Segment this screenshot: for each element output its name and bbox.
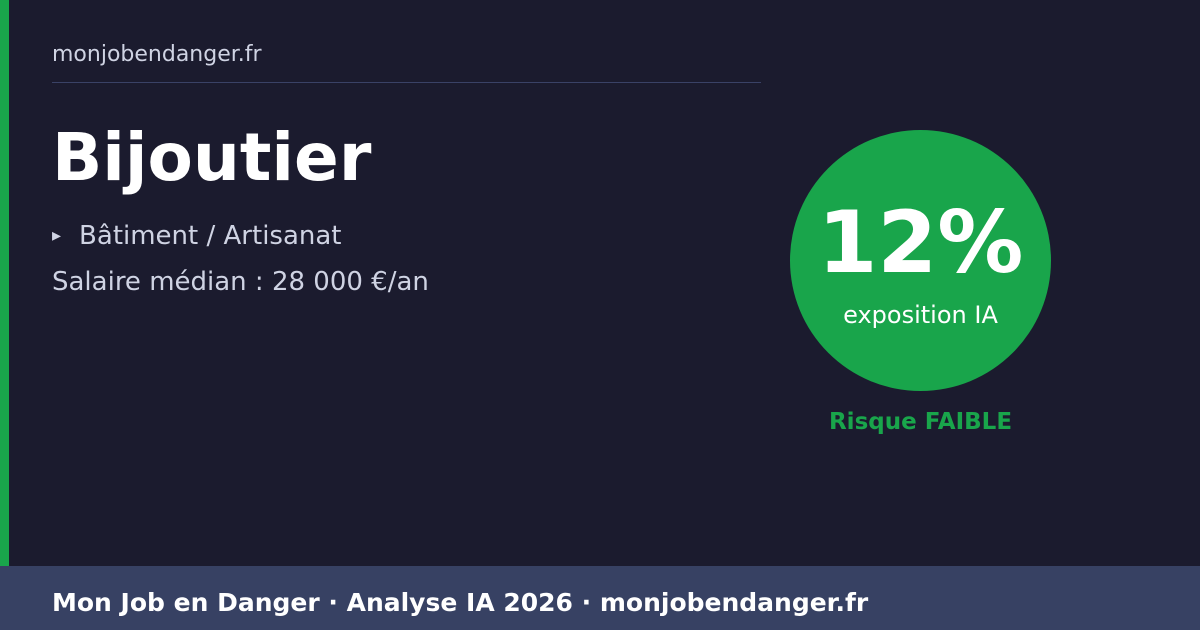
triangle-right-icon: ▸ [52, 225, 62, 246]
accent-bar [0, 0, 9, 566]
job-sector: ▸ Bâtiment / Artisanat [52, 221, 342, 251]
footer-text: Mon Job en Danger · Analyse IA 2026 · mo… [52, 588, 869, 617]
divider [52, 82, 761, 83]
risk-level: Risque FAIBLE [828, 409, 1013, 435]
exposure-badge: 12% exposition IA [790, 130, 1051, 391]
site-name: monjobendanger.fr [52, 42, 262, 67]
exposure-percent: 12% [817, 193, 1024, 293]
footer: Mon Job en Danger · Analyse IA 2026 · mo… [0, 566, 1200, 630]
sector-label: Bâtiment / Artisanat [79, 221, 342, 251]
median-salary: Salaire médian : 28 000 €/an [52, 267, 429, 297]
exposure-caption: exposition IA [843, 301, 998, 329]
job-title: Bijoutier [52, 119, 372, 196]
